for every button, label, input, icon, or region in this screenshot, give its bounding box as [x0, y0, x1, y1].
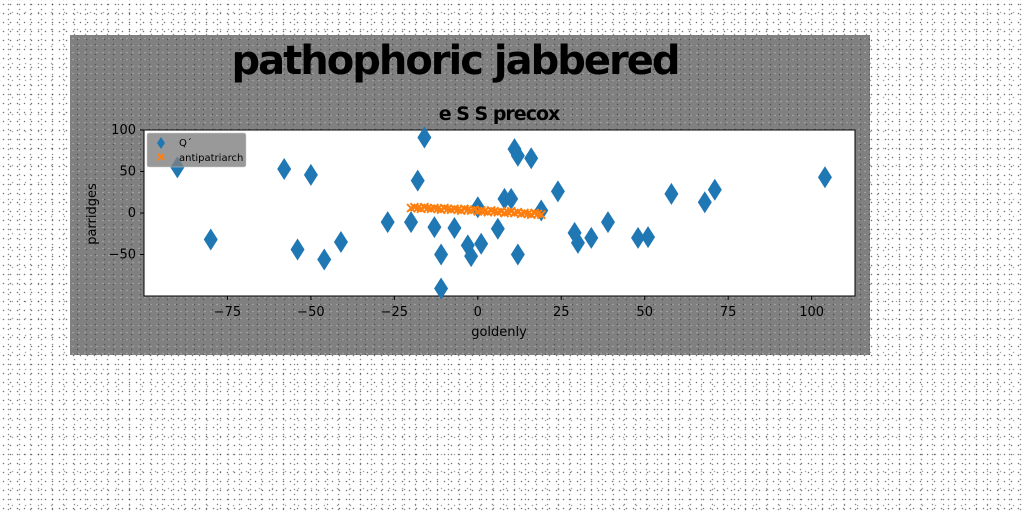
legend-label-series-2: antipatriarch — [179, 153, 243, 164]
data-point-series-1 — [404, 211, 419, 234]
x-axis: −75 −50 −25 0 25 50 75 100 — [214, 296, 824, 320]
legend: Q´ antipatriarch — [146, 132, 247, 168]
data-point-series-1 — [427, 216, 442, 239]
data-point-series-1 — [410, 169, 425, 192]
data-point-series-1 — [434, 277, 449, 300]
data-point-series-1 — [333, 231, 348, 254]
x-tick-label: 100 — [799, 305, 824, 320]
chart-title: e S S precox — [439, 103, 560, 125]
y-tick-label: 0 — [128, 206, 136, 221]
y-axis-label: parridges — [85, 183, 100, 245]
legend-label-series-1: Q´ — [179, 137, 192, 149]
data-point-series-1 — [524, 147, 539, 170]
legend-box — [146, 132, 247, 168]
x-tick-label: 0 — [474, 305, 482, 320]
legend-marker-diamond — [157, 137, 165, 149]
series-layer — [170, 126, 832, 300]
x-tick-label: −25 — [381, 305, 408, 320]
y-axis: −50 0 50 100 — [109, 123, 144, 263]
x-tick-label: 50 — [636, 305, 653, 320]
data-point-series-1 — [600, 211, 615, 234]
data-point-series-1 — [631, 226, 646, 249]
data-point-series-1 — [817, 166, 832, 189]
x-tick-label: 75 — [720, 305, 737, 320]
data-point-series-1 — [664, 182, 679, 205]
x-tick-label: −75 — [214, 305, 241, 320]
data-point-series-1 — [203, 228, 218, 251]
scatter-chart: pathophoric jabbered e S S precox −75 −50… — [85, 38, 856, 340]
x-tick-label: −50 — [297, 305, 324, 320]
data-point-series-1 — [504, 187, 519, 210]
y-tick-label: −50 — [109, 248, 136, 263]
chart-suptitle: pathophoric jabbered — [232, 38, 679, 84]
data-point-series-2 — [536, 209, 546, 220]
data-point-series-1 — [584, 226, 599, 249]
legend-marker-x — [157, 153, 165, 161]
data-point-series-1 — [464, 245, 479, 268]
data-point-series-1 — [550, 180, 565, 203]
data-point-series-1 — [303, 163, 318, 186]
data-point-series-1 — [707, 178, 722, 201]
data-point-series-1 — [474, 232, 489, 255]
data-point-series-1 — [641, 226, 656, 249]
data-point-series-1 — [447, 216, 462, 239]
data-point-series-1 — [490, 217, 505, 240]
data-point-series-1 — [317, 248, 332, 271]
y-tick-label: 100 — [111, 123, 136, 138]
y-tick-label: 50 — [119, 165, 136, 180]
data-point-series-1 — [417, 126, 432, 149]
data-point-series-1 — [697, 191, 712, 214]
figure: pathophoric jabbered e S S precox −75 −50… — [70, 35, 870, 355]
data-point-series-1 — [570, 231, 585, 254]
data-point-series-1 — [290, 238, 305, 261]
x-tick-label: 25 — [553, 305, 570, 320]
data-point-series-1 — [277, 158, 292, 181]
data-point-series-1 — [434, 243, 449, 266]
x-axis-label: goldenly — [471, 325, 527, 340]
data-point-series-1 — [380, 211, 395, 234]
